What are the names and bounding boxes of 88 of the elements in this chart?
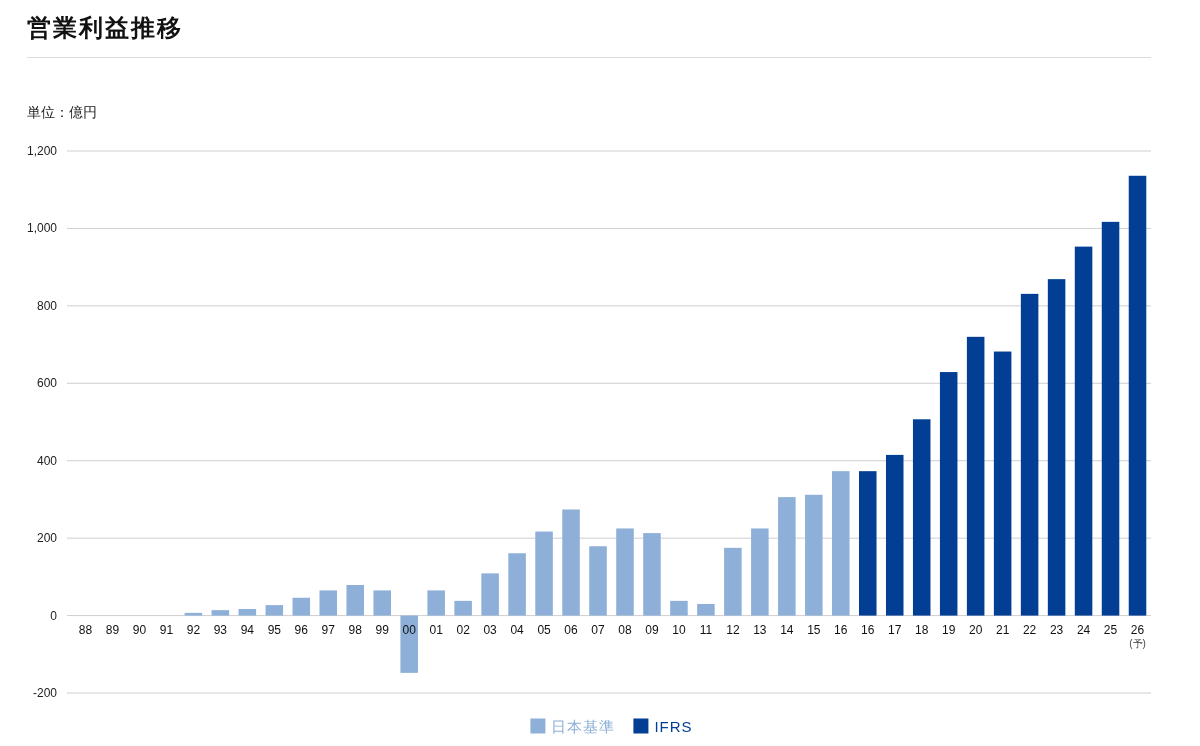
x-tick-label: 22 <box>1022 622 1037 637</box>
x-tick-label: 21 <box>995 622 1010 637</box>
x-tick-label: 17 <box>888 622 902 637</box>
bar <box>454 600 472 616</box>
bar <box>589 546 607 616</box>
bar <box>993 351 1012 616</box>
x-tick-label: 00 <box>402 622 417 637</box>
bar <box>724 547 742 616</box>
bar <box>670 600 688 616</box>
x-tick-label: 97 <box>321 622 336 637</box>
bar <box>1128 175 1147 616</box>
x-tick-label: 96 <box>294 622 309 637</box>
y-tick-label: 800 <box>36 298 58 313</box>
bar <box>292 597 311 616</box>
x-tick-label: 98 <box>348 622 363 637</box>
x-tick-label: 12 <box>726 622 740 637</box>
bar <box>1020 293 1039 616</box>
y-tick-label: -200 <box>32 686 58 700</box>
x-tick-label: 14 <box>780 622 794 637</box>
x-tick-label: 26 (予) <box>1129 622 1146 649</box>
bar <box>697 603 715 616</box>
bar <box>562 509 580 616</box>
x-tick-label: 20 <box>968 622 983 637</box>
x-tick-label: 18 <box>915 622 929 637</box>
x-tick-label: 04 <box>510 622 525 637</box>
x-tick-label: 93 <box>213 622 228 637</box>
x-tick-label: 89 <box>105 622 120 637</box>
y-tick-label: 200 <box>36 531 58 546</box>
bar <box>400 615 418 673</box>
x-tick-label: 92 <box>186 622 201 637</box>
legend-label: IFRS <box>654 717 693 735</box>
x-tick-label: 03 <box>483 622 498 637</box>
bar <box>373 590 391 616</box>
x-tick-label: 15 <box>807 622 821 637</box>
bar <box>427 590 445 616</box>
x-tick-label: 11 <box>699 622 713 637</box>
x-tick-label: 99 <box>375 622 390 637</box>
bar <box>346 584 364 616</box>
chart-title: 営業利益推移 <box>27 14 183 41</box>
bar <box>966 336 985 616</box>
bar <box>184 612 203 616</box>
x-tick-label: 90 <box>132 622 147 637</box>
bar <box>643 533 661 616</box>
bar <box>778 497 796 616</box>
bar <box>751 528 769 616</box>
x-tick-label: 06 <box>564 622 579 637</box>
y-tick-label: 1,200 <box>26 144 58 158</box>
x-tick-label: 94 <box>240 622 255 637</box>
x-tick-label: 16 <box>834 622 848 637</box>
legend-label: 日本基準 <box>551 717 616 735</box>
bar <box>939 372 958 616</box>
x-tick-label: 95 <box>267 622 282 637</box>
x-tick-label: 09 <box>645 622 659 637</box>
x-tick-label: 24 <box>1076 622 1091 637</box>
bar <box>1074 246 1093 616</box>
bar <box>211 610 230 616</box>
bar <box>832 471 850 616</box>
x-tick-label: 05 <box>537 622 552 637</box>
x-tick-label: 01 <box>429 622 444 637</box>
bar <box>1047 279 1066 616</box>
bar <box>508 553 526 616</box>
x-tick-label: 91 <box>159 622 174 637</box>
y-tick-label: 0 <box>50 608 58 623</box>
y-axis-title: 単位：億円 <box>27 104 97 120</box>
bar <box>616 528 634 616</box>
x-tick-label: 08 <box>618 622 632 637</box>
x-tick-label: 25 <box>1103 622 1118 637</box>
x-tick-label: 88 <box>78 622 93 637</box>
bar <box>481 573 499 616</box>
bar <box>535 531 553 616</box>
x-tick-label: 02 <box>456 622 471 637</box>
bar <box>1101 221 1120 616</box>
bar <box>805 494 823 616</box>
x-tick-label: 23 <box>1049 622 1064 637</box>
x-tick-label: 10 <box>672 622 686 637</box>
bar <box>238 608 257 616</box>
x-tick-label: 13 <box>753 622 767 637</box>
x-tick-label: 16 <box>861 622 875 637</box>
y-tick-label: 1,000 <box>26 221 58 236</box>
x-tick-label: 07 <box>591 622 606 637</box>
bar <box>319 590 338 616</box>
bar <box>859 471 877 616</box>
y-tick-label: 600 <box>36 376 58 391</box>
x-tick-label: 19 <box>942 622 956 637</box>
bar <box>885 454 904 616</box>
y-tick-label: 400 <box>36 453 58 468</box>
bar <box>265 605 284 616</box>
bar <box>912 419 931 616</box>
